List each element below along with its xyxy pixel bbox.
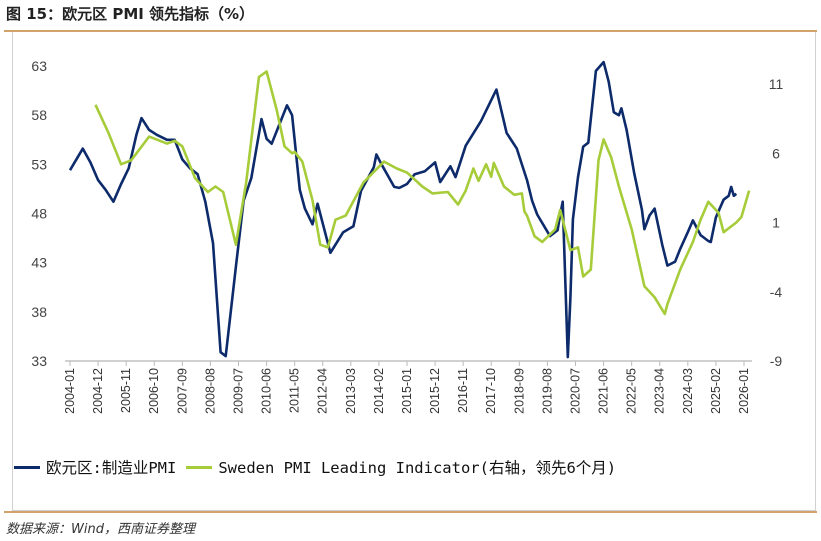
- x-tick-label: 2021-06: [597, 368, 611, 414]
- x-tick-label: 2023-04: [653, 368, 667, 414]
- x-tick-label: 2004-01: [63, 368, 77, 414]
- x-tick-label: 2019-08: [540, 368, 554, 414]
- x-tick-label: 2011-05: [288, 368, 302, 413]
- x-tick-label: 2024-03: [681, 368, 695, 414]
- legend-label-euro: 欧元区:制造业PMI: [46, 459, 177, 477]
- x-tick-label: 2022-05: [625, 368, 639, 414]
- left-tick-label: 53: [31, 156, 47, 172]
- chart-title: 图 15：欧元区 PMI 领先指标（%）: [6, 5, 255, 23]
- x-tick-label: 2014-02: [372, 368, 386, 414]
- source-note: 数据来源：Wind，西南证券整理: [6, 522, 195, 537]
- series-lines: [68, 60, 751, 359]
- x-tick-label: 2015-12: [428, 368, 442, 414]
- left-tick-label: 48: [31, 206, 47, 222]
- left-tick-label: 33: [31, 353, 47, 369]
- sweden-pmi-leading-line: [94, 70, 751, 316]
- x-tick-label: 2018-09: [512, 368, 526, 414]
- x-tick-label: 2010-06: [260, 368, 274, 414]
- chart-frame: [12, 32, 816, 511]
- x-tick-label: 2004-12: [91, 368, 105, 414]
- x-axis-ticks: 2004-01 2004-12 2005-11 2006-10 2007-09 2008-…: [63, 361, 751, 414]
- right-tick-label: -9: [770, 353, 783, 369]
- right-tick-label: 11: [769, 76, 784, 92]
- legend: 欧元区:制造业PMI Sweden PMI Leading Indicator(…: [14, 456, 616, 478]
- x-tick-label: 2016-11: [456, 368, 470, 413]
- x-tick-label: 2009-07: [231, 368, 245, 414]
- x-tick-label: 2005-11: [119, 368, 133, 413]
- legend-swatch-euro: [14, 465, 40, 469]
- x-tick-label: 2008-08: [203, 368, 217, 414]
- bottom-divider: [4, 511, 817, 513]
- x-tick-label: 2015-01: [400, 368, 414, 414]
- left-tick-label: 38: [31, 304, 47, 320]
- right-tick-label: 1: [772, 215, 780, 231]
- right-axis-ticks: 11 6 1 -4 -9: [769, 76, 784, 369]
- left-tick-label: 58: [31, 107, 47, 123]
- x-tick-label: 2025-02: [709, 368, 723, 414]
- legend-swatch-sweden: [186, 465, 213, 469]
- left-axis-ticks: 63 58 53 48 43 38 33: [31, 58, 47, 369]
- euro-pmi-line: [68, 60, 738, 359]
- right-tick-label: 6: [772, 145, 780, 161]
- top-divider: [4, 30, 817, 32]
- left-tick-label: 43: [31, 255, 47, 271]
- x-tick-label: 2017-10: [484, 368, 498, 414]
- x-tick-label: 2007-09: [175, 368, 189, 414]
- x-tick-label: 2006-10: [147, 368, 161, 414]
- legend-label-sweden: Sweden PMI Leading Indicator(右轴，领先6个月): [218, 459, 617, 477]
- x-tick-label: 2013-03: [344, 368, 358, 414]
- left-tick-label: 63: [31, 58, 47, 74]
- x-tick-label: 2012-04: [316, 368, 330, 414]
- right-tick-label: -4: [770, 284, 783, 300]
- x-tick-label: 2020-07: [568, 368, 582, 414]
- x-tick-label: 2026-01: [737, 368, 751, 414]
